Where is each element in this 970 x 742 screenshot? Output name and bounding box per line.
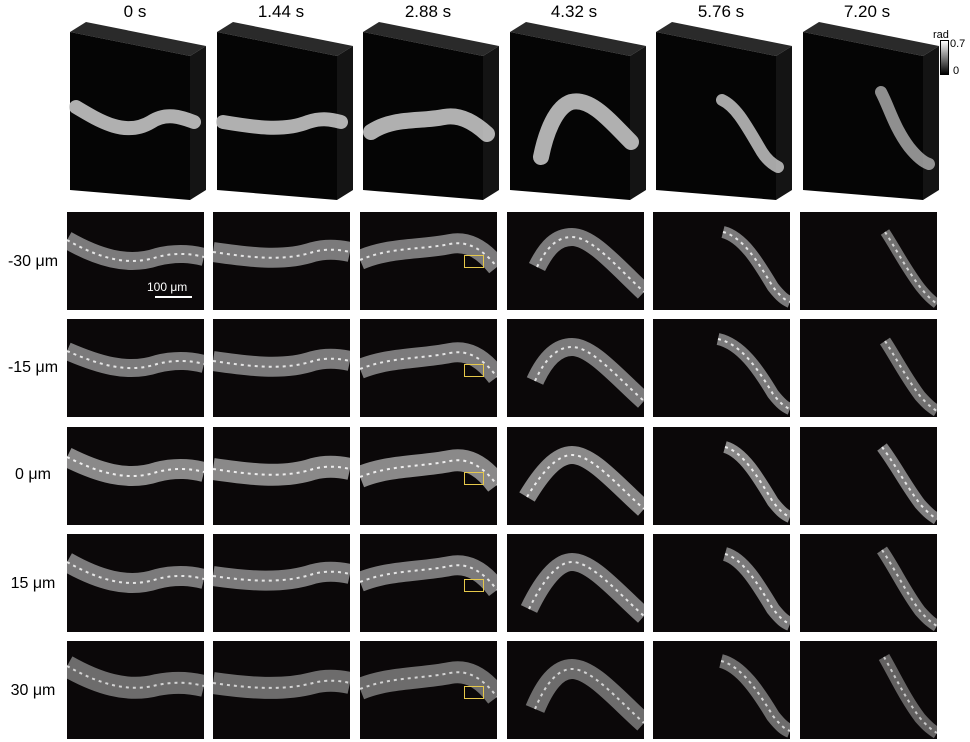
slice-image bbox=[213, 319, 350, 417]
time-label-1-44s: 1.44 s bbox=[257, 2, 305, 21]
time-label-7-20s: 7.20 s bbox=[843, 2, 891, 21]
slice-image bbox=[800, 641, 937, 739]
colorbar-title: rad bbox=[933, 29, 949, 41]
volume-render-4-32s bbox=[510, 22, 646, 200]
time-label-5-76s: 5.76 s bbox=[697, 2, 745, 21]
depth-label-0: 0 μm bbox=[15, 466, 51, 483]
slice-image bbox=[67, 427, 204, 525]
scale-bar bbox=[155, 296, 192, 298]
roi-box bbox=[464, 686, 484, 699]
slice-image bbox=[213, 641, 350, 739]
volume-render-7-20s bbox=[803, 22, 939, 200]
slice-image bbox=[653, 212, 790, 310]
volume-render-0s bbox=[69, 22, 206, 200]
colorbar-min-label: 0 bbox=[953, 65, 960, 77]
roi-box bbox=[464, 364, 484, 377]
slice-image bbox=[67, 319, 204, 417]
slice-image bbox=[360, 212, 497, 310]
slice-image bbox=[507, 427, 644, 525]
slice-image bbox=[213, 427, 350, 525]
depth-label-minus15: -15 μm bbox=[7, 359, 59, 376]
slice-image bbox=[507, 319, 644, 417]
slice-image bbox=[800, 319, 937, 417]
slice-image bbox=[653, 534, 790, 632]
slice-image bbox=[213, 212, 350, 310]
volume-render-2-88s bbox=[363, 22, 499, 200]
slice-image bbox=[507, 534, 644, 632]
slice-image bbox=[800, 212, 937, 310]
roi-box bbox=[464, 255, 484, 268]
time-label-0s: 0 s bbox=[123, 2, 147, 21]
slice-image bbox=[507, 641, 644, 739]
slice-image bbox=[213, 534, 350, 632]
slice-image bbox=[360, 641, 497, 739]
depth-label-minus30: -30 μm bbox=[7, 253, 59, 270]
slice-image bbox=[67, 641, 204, 739]
roi-box bbox=[464, 579, 484, 592]
time-label-4-32s: 4.32 s bbox=[550, 2, 598, 21]
depth-label-30: 30 μm bbox=[10, 682, 56, 699]
depth-label-15: 15 μm bbox=[10, 575, 56, 592]
slice-image bbox=[653, 641, 790, 739]
slice-image bbox=[507, 212, 644, 310]
volume-render-1-44s bbox=[216, 22, 353, 200]
slice-image bbox=[67, 534, 204, 632]
slice-image bbox=[653, 319, 790, 417]
volume-render-5-76s bbox=[656, 22, 792, 200]
slice-image bbox=[653, 427, 790, 525]
roi-box bbox=[464, 472, 484, 485]
scale-bar-label: 100 μm bbox=[147, 280, 188, 294]
slice-image bbox=[800, 534, 937, 632]
colorbar-max-label: 0.7 bbox=[950, 38, 966, 50]
slice-image: 100 μm bbox=[67, 212, 204, 310]
slice-image bbox=[360, 427, 497, 525]
slice-image bbox=[360, 319, 497, 417]
slice-image bbox=[360, 534, 497, 632]
colorbar bbox=[940, 40, 949, 75]
slice-image bbox=[800, 427, 937, 525]
time-label-2-88s: 2.88 s bbox=[404, 2, 452, 21]
